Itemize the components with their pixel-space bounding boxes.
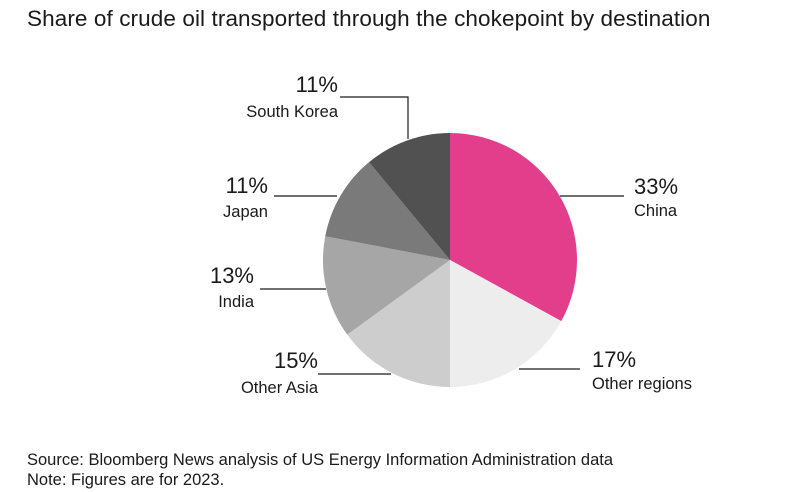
leader-line-south-korea (340, 96, 409, 139)
pie-slice-other-regions (450, 260, 562, 387)
pie-slice-japan (325, 162, 450, 260)
chart-title: Share of crude oil transported through t… (27, 6, 711, 31)
value-label-japan: 11% (226, 173, 268, 198)
category-label-other-regions: Other regions (592, 375, 692, 393)
figures-note: Note: Figures are for 2023. (27, 471, 225, 489)
category-label-south-korea: South Korea (246, 103, 339, 121)
pie-chart: 33% China 17% Other regions 15% Other Asia 13%… (210, 72, 692, 397)
pie-slice-china (450, 133, 577, 322)
value-label-other-regions: 17% (592, 347, 636, 372)
category-label-india: India (218, 293, 255, 311)
value-label-south-korea: 11% (296, 72, 338, 97)
value-label-other-asia: 15% (274, 348, 318, 373)
pie-slice-south-korea (369, 133, 450, 260)
source-note: Source: Bloomberg News analysis of US En… (27, 451, 614, 469)
category-label-other-asia: Other Asia (241, 379, 319, 397)
value-label-china: 33% (634, 174, 678, 199)
value-label-india: 13% (210, 263, 254, 288)
category-label-china: China (634, 202, 678, 220)
pie-slice-india (322, 236, 450, 335)
category-label-japan: Japan (223, 203, 268, 221)
pie-slice-other-asia (347, 260, 450, 387)
